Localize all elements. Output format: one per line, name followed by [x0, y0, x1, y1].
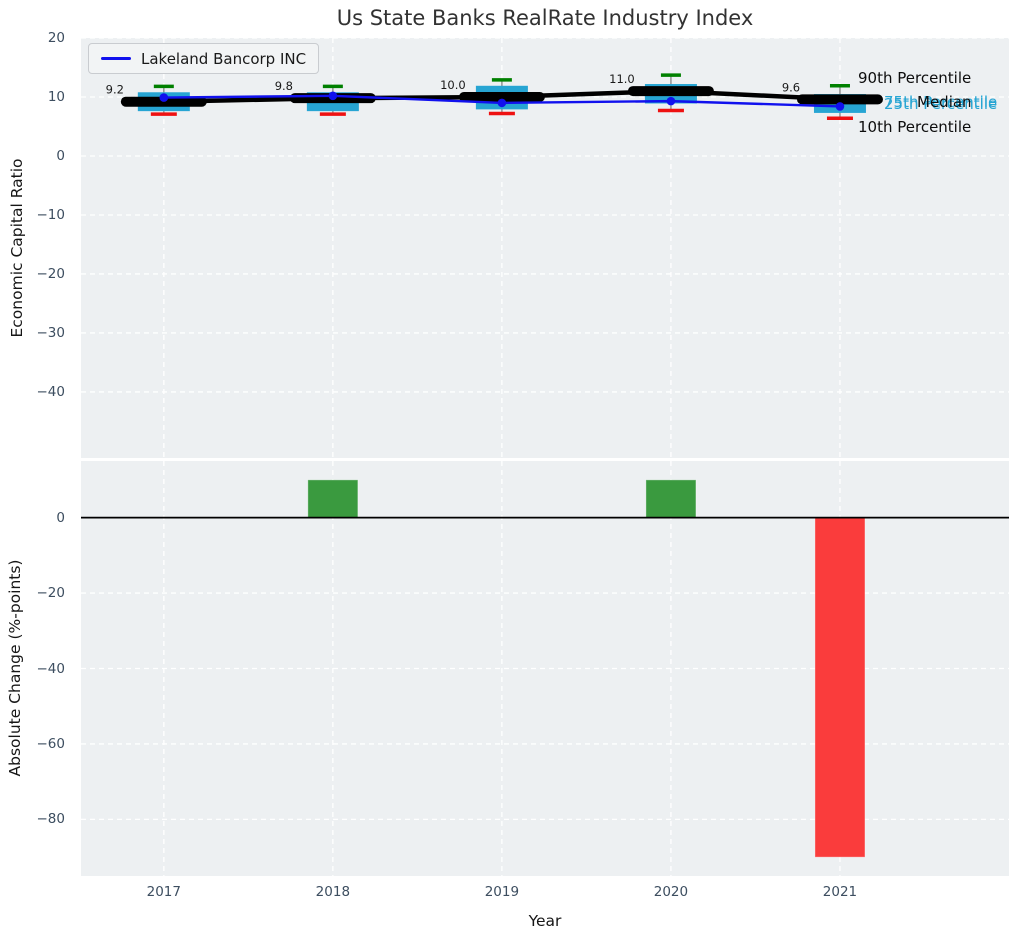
legend: Lakeland Bancorp INC	[88, 43, 319, 74]
x-tick-label: 2019	[467, 884, 537, 900]
y-tick-label: −80	[19, 811, 65, 827]
percentile-line-chart: 9.2 9.8 10.0 11.0 9.6	[81, 38, 1009, 458]
change-bar-2021	[815, 518, 865, 858]
change-bar-2018	[308, 480, 358, 518]
industry-index-figure: Us State Banks RealRate Industry Index 2…	[0, 0, 1019, 942]
company-point	[836, 102, 845, 111]
annotation-90th-percentile: 90th Percentile	[858, 69, 971, 87]
top-y-axis-label: Economic Capital Ratio	[8, 158, 26, 337]
company-point	[498, 99, 507, 108]
absolute-change-plot	[81, 461, 1009, 876]
median-value-label: 9.2	[106, 83, 124, 97]
x-tick-label: 2017	[129, 884, 199, 900]
annotation-10th-percentile: 10th Percentile	[858, 118, 971, 136]
change-bar-2020	[646, 480, 696, 518]
company-point	[667, 97, 676, 106]
x-tick-label: 2021	[805, 884, 875, 900]
median-value-label: 10.0	[440, 78, 466, 92]
y-tick-label: −40	[19, 384, 65, 400]
legend-label: Lakeland Bancorp INC	[141, 50, 306, 68]
median-value-label: 9.6	[782, 80, 800, 94]
y-tick-label: −20	[19, 585, 65, 601]
bottom-y-axis-label: Absolute Change (%-points)	[6, 560, 24, 777]
company-line-swatch	[101, 57, 131, 60]
y-tick-label: 20	[19, 30, 65, 46]
x-axis-label: Year	[515, 912, 575, 930]
median-value-label: 11.0	[609, 72, 635, 86]
y-tick-label: −60	[19, 736, 65, 752]
x-tick-label: 2018	[298, 884, 368, 900]
change-bar-chart	[81, 461, 1009, 876]
chart-title: Us State Banks RealRate Industry Index	[81, 6, 1009, 30]
y-tick-label: 0	[19, 510, 65, 526]
y-tick-label: 10	[19, 89, 65, 105]
median-value-label: 9.8	[275, 79, 293, 93]
annotation-median: Median	[917, 93, 972, 111]
company-point	[329, 92, 338, 101]
economic-capital-ratio-plot: 9.2 9.8 10.0 11.0 9.6 Lakeland Bancorp INC 9…	[81, 38, 1009, 458]
y-tick-label: −40	[19, 661, 65, 677]
x-tick-label: 2020	[636, 884, 706, 900]
company-point	[160, 93, 169, 102]
